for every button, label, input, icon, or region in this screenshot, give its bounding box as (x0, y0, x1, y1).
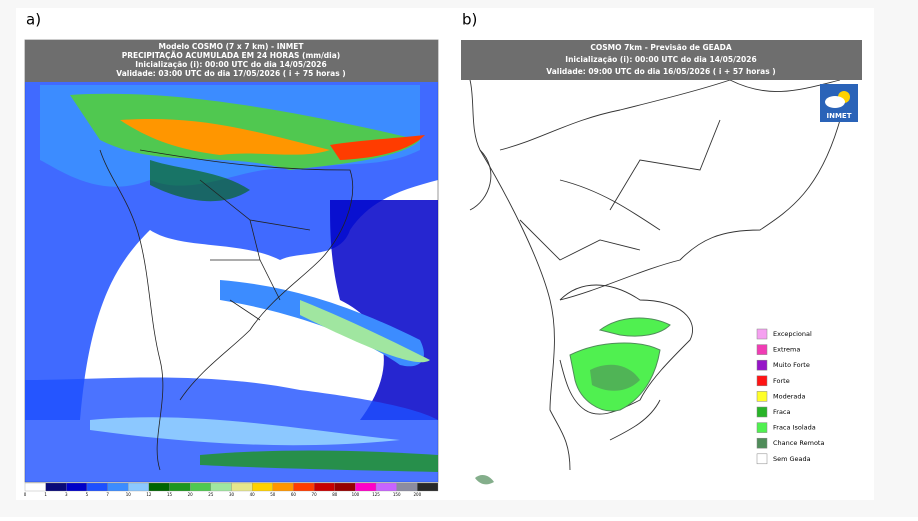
legend: Excepcional Extrema Muito Forte Forte Modera… (756, 328, 824, 465)
header-line: Validade: 09:00 UTC do dia 16/05/2026 ( … (546, 67, 775, 76)
colorbar-swatch (86, 482, 108, 492)
borders (99, 149, 354, 471)
legend-label: Moderada (773, 392, 805, 400)
colorbar-swatch (128, 482, 150, 492)
legend-label: Excepcional (773, 330, 812, 338)
header-line: PRECIPITAÇÃO ACUMULADA EM 24 HORAS (mm/d… (122, 51, 341, 60)
panel-label: a) (26, 11, 41, 29)
legend-swatch (756, 422, 768, 433)
colorbar-label: 50 (270, 492, 276, 497)
panel-label: b) (462, 11, 477, 29)
colorbar-label: 0 (24, 492, 27, 497)
colorbar-swatch (190, 482, 211, 492)
colorbar: 0 1 3 5 7 10 12 15 20 25 30 40 50 60 70 80 100 125 150 200 (24, 482, 439, 497)
colorbar-swatch (24, 482, 46, 492)
header-b (461, 40, 862, 80)
colorbar-swatch (66, 482, 88, 492)
header-line: Inicialização (i): 00:00 UTC do dia 14/0… (565, 55, 756, 64)
colorbar-swatch (107, 482, 129, 492)
legend-label: Chance Remota (773, 439, 824, 447)
logo-cloud (825, 96, 845, 108)
legend-swatch (756, 391, 768, 402)
colorbar-label: 60 (291, 492, 297, 497)
colorbar-label: 25 (208, 492, 214, 497)
colorbar-swatch (251, 482, 273, 492)
colorbar-label: 40 (250, 492, 256, 497)
header-a (25, 40, 438, 82)
legend-swatch (756, 359, 768, 371)
legend-swatch (756, 406, 768, 418)
colorbar-label: 12 (146, 492, 152, 497)
legend-swatch (756, 453, 768, 465)
colorbar-swatch (417, 482, 439, 492)
legend-label: Forte (773, 377, 790, 385)
colorbar-swatch (293, 482, 315, 492)
colorbar-label: 200 (414, 492, 422, 497)
colorbar-swatch (169, 482, 191, 492)
colorbar-label: 30 (229, 492, 235, 497)
frost-field (475, 317, 671, 485)
header-line: COSMO 7km - Previsão de GEADA (590, 43, 731, 52)
legend-label: Fraca (773, 408, 790, 416)
legend-swatch (756, 437, 768, 449)
legend-swatch (756, 344, 768, 355)
header-line: Validade: 03:00 UTC do dia 17/05/2026 ( … (116, 69, 345, 78)
colorbar-swatch (210, 482, 232, 492)
precip-field (25, 82, 438, 482)
colorbar-label: 70 (312, 492, 318, 497)
legend-label: Sem Geada (773, 455, 811, 463)
legend-swatch (756, 328, 768, 340)
colorbar-swatch (45, 482, 67, 492)
colorbar-swatch (334, 482, 356, 492)
colorbar-label: 5 (86, 492, 89, 497)
colorbar-label: 1 (44, 492, 47, 497)
logo-text: INMET (827, 112, 852, 120)
colorbar-swatch (396, 482, 418, 492)
legend-label: Fraca Isolada (773, 424, 816, 432)
colorbar-swatch (355, 482, 377, 492)
colorbar-swatch (313, 482, 335, 492)
colorbar-label: 15 (167, 492, 173, 497)
colorbar-label: 100 (352, 492, 360, 497)
legend-label: Extrema (773, 346, 800, 354)
colorbar-label: 20 (188, 492, 194, 497)
borders (469, 79, 841, 471)
colorbar-swatch (231, 482, 253, 492)
header-line: Inicialização (i): 00:00 UTC do dia 14/0… (135, 60, 326, 69)
colorbar-swatch (375, 482, 397, 492)
colorbar-swatch (272, 482, 294, 492)
colorbar-label: 3 (65, 492, 68, 497)
colorbar-label: 7 (106, 492, 109, 497)
header-line: Modelo COSMO (7 x 7 km) - INMET (158, 42, 304, 51)
colorbar-label: 10 (126, 492, 132, 497)
colorbar-swatch (148, 482, 170, 492)
colorbar-label: 125 (372, 492, 380, 497)
colorbar-label: 80 (332, 492, 338, 497)
legend-swatch (756, 375, 768, 387)
colorbar-label: 150 (393, 492, 401, 497)
legend-label: Muito Forte (773, 361, 810, 369)
